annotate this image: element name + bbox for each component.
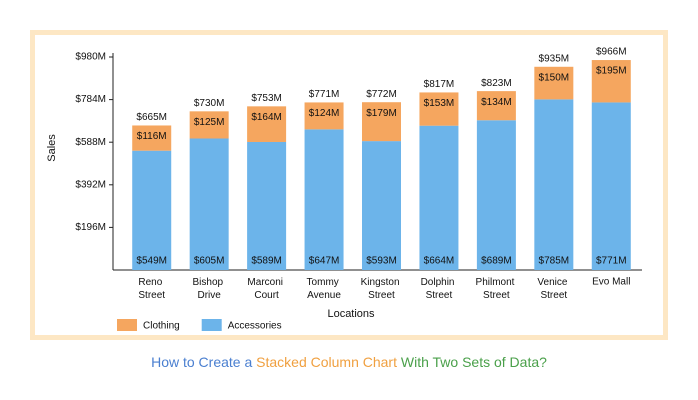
value-label: $134M xyxy=(481,97,512,108)
total-label: $730M xyxy=(194,98,225,109)
value-label: $605M xyxy=(194,256,225,267)
bar-segment xyxy=(419,92,459,126)
value-label: $664M xyxy=(424,256,455,267)
x-tick-label: Reno Street xyxy=(138,277,165,301)
x-tick-line: Street xyxy=(426,290,453,301)
value-label: $179M xyxy=(366,108,397,119)
x-tick-line: Drive xyxy=(197,290,221,301)
legend-swatch xyxy=(201,319,222,331)
bar-segment xyxy=(534,66,574,100)
title-part: Stacked Column Chart xyxy=(256,354,401,370)
bar-segment xyxy=(247,141,287,270)
bar-segment xyxy=(189,111,229,139)
x-tick-line: Street xyxy=(138,290,165,301)
value-label: $124M xyxy=(309,108,340,119)
value-label: $689M xyxy=(481,256,512,267)
bar-segment xyxy=(304,129,344,270)
value-label: $785M xyxy=(539,256,570,267)
bar-segment xyxy=(362,102,401,142)
x-tick-line: Court xyxy=(254,290,279,301)
bar-segment xyxy=(189,138,229,270)
value-label: $153M xyxy=(424,98,455,109)
bar-segment xyxy=(419,125,459,270)
x-tick-line: Bishop xyxy=(192,277,225,288)
x-tick-label: Kingston Street xyxy=(361,277,403,301)
total-label: $665M xyxy=(136,112,167,123)
y-tick-label: $588M xyxy=(75,137,106,148)
x-tick-label: Bishop Drive xyxy=(192,277,225,301)
value-label: $195M xyxy=(596,66,627,77)
bar-segment xyxy=(476,91,516,121)
x-tick-line: Marconi xyxy=(247,277,285,288)
chart-title: How to Create a Stacked Column Chart Wit… xyxy=(151,354,547,370)
value-label: $164M xyxy=(251,112,282,123)
bar-segment xyxy=(591,60,631,103)
value-label: $593M xyxy=(366,256,397,267)
bar-segment xyxy=(362,141,401,270)
bar-segment xyxy=(247,106,287,142)
value-label: $125M xyxy=(194,117,225,128)
bar-segment xyxy=(132,125,172,151)
title-part: How to Create a xyxy=(151,354,256,370)
x-tick-label: Tommy Avenue xyxy=(307,277,342,301)
x-tick-label: Philmont Street xyxy=(476,277,518,301)
value-label: $589M xyxy=(251,256,282,267)
total-label: $753M xyxy=(251,93,282,104)
y-tick-label: $980M xyxy=(75,52,106,63)
y-tick-label: $196M xyxy=(75,222,106,233)
bar-segment xyxy=(476,120,516,270)
x-axis-title: Locations xyxy=(327,308,375,320)
bar-segment xyxy=(534,99,574,270)
value-label: $116M xyxy=(137,131,167,142)
total-label: $966M xyxy=(596,47,627,58)
x-tick-line: Kingston xyxy=(361,277,403,288)
x-tick-label: Marconi Court xyxy=(247,277,285,301)
total-label: $771M xyxy=(309,89,340,100)
y-tick-label: $392M xyxy=(75,179,106,190)
x-tick-line: Reno xyxy=(138,277,165,288)
bar-segment xyxy=(304,102,344,130)
bar-segment xyxy=(591,102,631,270)
x-tick-line: Street xyxy=(483,290,510,301)
total-label: $817M xyxy=(424,79,455,90)
total-label: $772M xyxy=(366,89,397,100)
bar-segment xyxy=(132,150,172,270)
x-tick-line: Avenue xyxy=(307,290,341,301)
y-axis-title: Sales xyxy=(46,134,58,162)
legend-label: Accessories xyxy=(228,321,282,332)
title-part: With Two Sets of Data? xyxy=(401,354,547,370)
legend-swatch xyxy=(117,319,137,331)
x-tick-line: Street xyxy=(368,290,395,301)
y-tick-label: $784M xyxy=(75,94,106,105)
x-tick-line: Street xyxy=(540,290,567,301)
x-tick-label: Dolphin Street xyxy=(421,277,458,301)
total-label: $823M xyxy=(481,78,512,89)
total-label: $935M xyxy=(539,53,570,64)
value-label: $771M xyxy=(596,256,627,267)
x-tick-line: Philmont xyxy=(476,277,518,288)
x-tick-line: Dolphin xyxy=(421,277,458,288)
x-tick-label: Evo Mall xyxy=(592,277,630,288)
legend-label: Clothing xyxy=(143,321,180,332)
x-tick-label: Venice Street xyxy=(537,277,570,301)
x-tick-line: Tommy xyxy=(307,277,342,288)
value-label: $647M xyxy=(309,256,340,267)
value-label: $549M xyxy=(136,256,167,267)
value-label: $150M xyxy=(539,72,570,83)
x-tick-line: Venice xyxy=(537,277,570,288)
